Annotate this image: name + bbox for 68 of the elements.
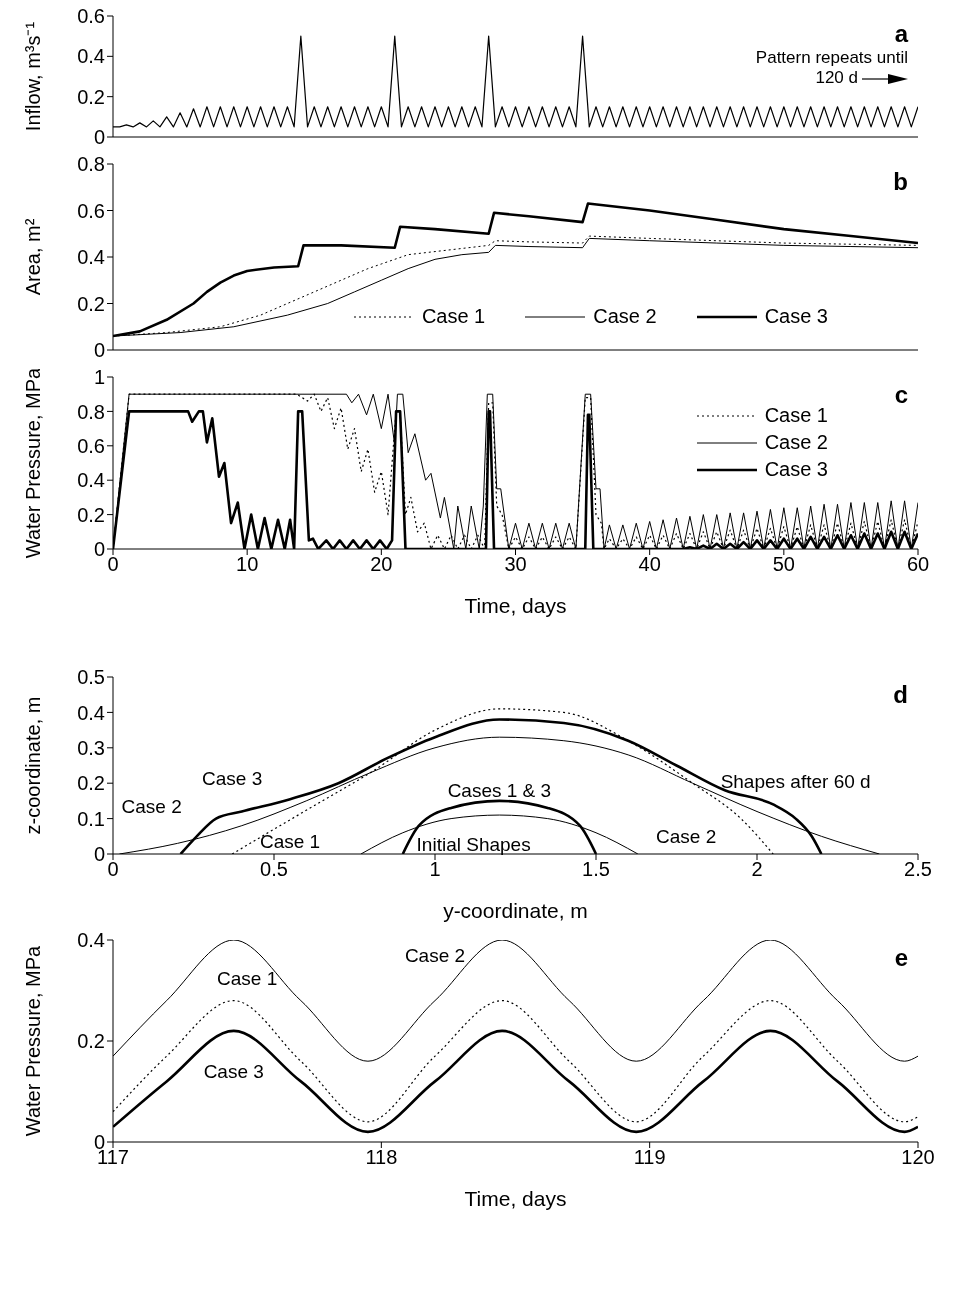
x-tick-label: 1 xyxy=(429,858,441,881)
legend-label: Case 1 xyxy=(764,404,828,427)
y-tick-label: 0.4 xyxy=(77,929,105,952)
y-axis-title: z-coordinate, m xyxy=(22,696,45,835)
x-axis-title: Time, days xyxy=(464,1187,567,1210)
x-tick-label: 60 xyxy=(906,553,930,576)
annotation: Pattern repeats until 120 d xyxy=(755,48,908,87)
y-tick-label: 0.6 xyxy=(77,5,105,28)
annotation: b xyxy=(893,168,908,196)
annotation: Case 1 xyxy=(260,831,321,853)
annotation: Initial Shapes xyxy=(416,833,531,855)
x-tick-label: 120 xyxy=(901,1146,935,1169)
annotation: c xyxy=(894,381,908,409)
y-tick-label: 0.6 xyxy=(77,434,105,457)
y-tick-label: 0 xyxy=(93,126,105,149)
y-axis-title: Area, m² xyxy=(22,218,45,296)
annotation: Case 2 xyxy=(404,944,466,966)
y-tick-label: 0.6 xyxy=(77,199,105,222)
legend-label: Case 3 xyxy=(764,458,828,481)
x-tick-label: 119 xyxy=(633,1146,666,1169)
x-tick-label: 30 xyxy=(504,553,527,576)
annotation: Case 2 xyxy=(121,795,182,817)
x-tick-label: 50 xyxy=(772,553,795,576)
x-tick-label: 118 xyxy=(365,1146,398,1169)
y-tick-label: 0.5 xyxy=(77,666,105,689)
y-tick-label: 0.1 xyxy=(77,807,105,830)
y-tick-label: 0.4 xyxy=(77,45,105,68)
annotation: a xyxy=(893,20,908,48)
x-tick-label: 0 xyxy=(107,858,119,881)
y-tick-label: 0.4 xyxy=(77,469,105,492)
x-tick-label: 20 xyxy=(370,553,393,576)
x-tick-label: 2.5 xyxy=(904,858,932,881)
y-tick-label: 0.2 xyxy=(77,85,105,108)
annotation: e xyxy=(894,944,908,972)
y-axis-title: Inflow, m³s⁻¹ xyxy=(22,21,45,132)
annotation: Case 1 xyxy=(217,967,278,989)
x-tick-label: 0.5 xyxy=(260,858,288,881)
x-tick-label: 2 xyxy=(751,858,763,881)
y-tick-label: 0 xyxy=(93,843,105,866)
x-tick-label: 1.5 xyxy=(582,858,610,881)
annotation: Case 2 xyxy=(656,826,717,848)
y-tick-label: 0.8 xyxy=(77,400,105,423)
annotation: Case 3 xyxy=(202,767,263,789)
legend-label: Case 2 xyxy=(764,431,828,454)
annotation: Case 3 xyxy=(203,1061,264,1083)
y-tick-label: 0.2 xyxy=(77,772,105,795)
legend-label: Case 3 xyxy=(764,305,828,328)
y-tick-label: 0.2 xyxy=(77,503,105,526)
x-axis-title: y-coordinate, m xyxy=(443,899,588,922)
y-tick-label: 0 xyxy=(93,538,105,561)
y-tick-label: 0.8 xyxy=(77,153,105,176)
y-tick-label: 0 xyxy=(93,339,105,362)
y-tick-label: 0.4 xyxy=(77,246,105,269)
annotation: Shapes after 60 d xyxy=(720,771,871,793)
x-tick-label: 10 xyxy=(236,553,259,576)
y-tick-label: 0.2 xyxy=(77,292,105,315)
legend-label: Case 2 xyxy=(593,305,657,328)
annotation: d xyxy=(893,681,908,709)
legend-label: Case 1 xyxy=(421,305,486,328)
y-tick-label: 1 xyxy=(93,366,105,389)
x-tick-label: 0 xyxy=(107,553,119,576)
y-tick-label: 0.2 xyxy=(77,1030,105,1053)
x-tick-label: 40 xyxy=(638,553,661,576)
y-tick-label: 0.4 xyxy=(77,701,105,724)
y-axis-title: Water Pressure, MPa xyxy=(22,944,45,1137)
annotation: Cases 1 & 3 xyxy=(447,780,552,802)
y-tick-label: 0.3 xyxy=(77,736,105,759)
x-axis-title: Time, days xyxy=(464,594,567,617)
